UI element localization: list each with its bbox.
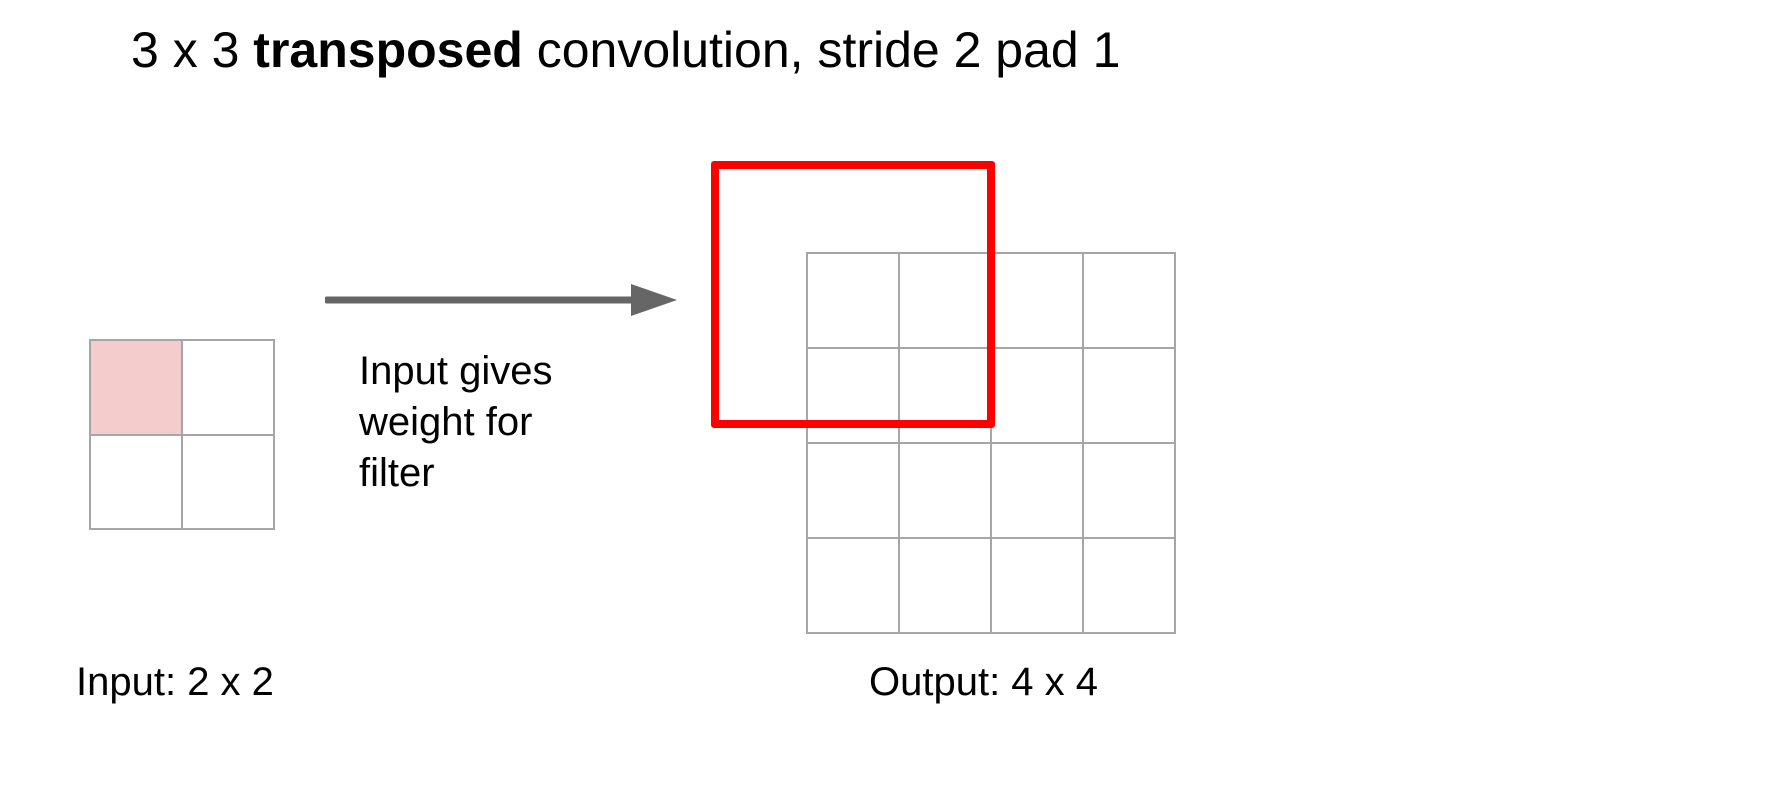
output-cell <box>808 254 900 349</box>
page-title: 3 x 3 transposed convolution, stride 2 p… <box>131 18 1120 82</box>
output-cell <box>808 444 900 539</box>
input-label: Input: 2 x 2 <box>76 660 274 704</box>
filter-window <box>711 161 995 428</box>
note-line: filter <box>359 451 435 495</box>
note-line: weight for <box>359 400 533 444</box>
title-suffix: convolution, stride 2 pad 1 <box>522 22 1121 78</box>
title-emphasis: transposed <box>253 22 523 78</box>
output-cell <box>1084 349 1176 444</box>
output-label: Output: 4 x 4 <box>869 660 1099 704</box>
output-cell <box>992 444 1084 539</box>
note-line: Input gives <box>359 349 553 393</box>
input-cell-highlighted <box>91 341 183 436</box>
output-cell <box>900 444 992 539</box>
input-cell <box>91 435 183 530</box>
output-cell <box>1084 539 1176 634</box>
output-cell <box>808 539 900 634</box>
output-cell <box>1084 254 1176 349</box>
output-cell <box>992 539 1084 634</box>
input-cell <box>183 341 275 436</box>
output-cell <box>992 349 1084 444</box>
input-weight-note: Input gives weight for filter <box>359 346 552 499</box>
title-prefix: 3 x 3 <box>131 22 254 78</box>
output-cell <box>992 254 1084 349</box>
input-cell <box>183 435 275 530</box>
output-cell <box>1084 444 1176 539</box>
arrow-right-icon <box>325 284 677 316</box>
output-cell <box>808 349 900 444</box>
input-grid <box>89 339 275 530</box>
arrow-head <box>631 284 677 316</box>
output-cell <box>900 539 992 634</box>
